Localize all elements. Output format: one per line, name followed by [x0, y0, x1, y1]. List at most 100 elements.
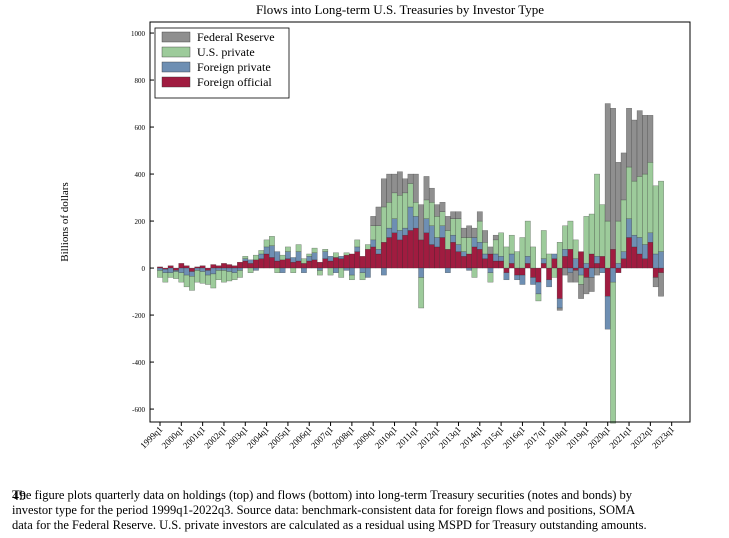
bar-segment	[375, 206, 382, 226]
bar-segment	[396, 230, 403, 241]
bar-segment	[487, 267, 494, 273]
bar-segment	[274, 251, 281, 262]
bar-segment	[333, 267, 339, 273]
x-tick-label: 2016q1	[501, 424, 527, 450]
bar-segment	[588, 267, 595, 278]
bar-segment	[540, 258, 547, 264]
x-tick-label: 2017q1	[522, 424, 548, 450]
bar-segment	[492, 260, 499, 269]
bar-segment	[386, 237, 393, 269]
bar-segment	[594, 263, 600, 269]
bar-segment	[428, 187, 435, 203]
bar-segment	[604, 296, 611, 330]
bar-segment	[226, 264, 233, 269]
bar-segment	[487, 253, 494, 269]
bar-segment	[594, 267, 600, 276]
bar-segment	[540, 263, 547, 269]
bar-segment	[482, 242, 488, 255]
bar-segment	[402, 192, 409, 229]
x-tick-label: 2015q1	[479, 424, 505, 450]
bar-segment	[444, 230, 451, 250]
bar-segment	[620, 258, 627, 269]
bar-segment	[237, 270, 243, 278]
bar-segment	[199, 271, 206, 284]
bar-segment	[221, 267, 227, 271]
bar-segment	[226, 267, 233, 272]
bar-segment	[620, 251, 627, 259]
x-tick-label: 2018q1	[543, 424, 569, 450]
bar-segment	[508, 263, 515, 269]
bar-segment	[434, 216, 441, 238]
bar-segment	[503, 272, 510, 281]
bar-segment	[391, 218, 398, 234]
bar-segment	[642, 115, 648, 175]
bar-segment	[498, 232, 504, 257]
bar-segment	[370, 239, 377, 248]
bar-segment	[247, 267, 254, 273]
bar-segment	[647, 115, 654, 163]
x-tick-label: 2019q1	[565, 424, 591, 450]
bar-segment	[572, 239, 579, 259]
bar-segment	[301, 267, 307, 273]
y-tick-label: -400	[132, 359, 145, 367]
bar-segment	[269, 236, 275, 246]
page-number: 49	[12, 489, 26, 504]
bar-segment	[604, 220, 611, 269]
bar-segment	[205, 274, 211, 285]
x-tick-label: 2001q1	[181, 424, 207, 450]
bar-segment	[375, 249, 382, 255]
bar-segment	[508, 253, 515, 264]
bar-segment	[274, 267, 281, 273]
bar-segment	[317, 261, 323, 269]
bar-segment	[380, 206, 387, 243]
bar-segment	[167, 272, 174, 278]
bar-segment	[242, 258, 249, 262]
bar-segment	[567, 267, 574, 273]
bar-segment	[386, 173, 393, 203]
bar-segment	[365, 249, 371, 269]
bar-segment	[258, 258, 265, 269]
bar-segment	[434, 237, 441, 248]
bar-segment	[279, 254, 286, 261]
bar-segment	[178, 267, 185, 273]
bar-segment	[439, 237, 446, 269]
bar-segment	[423, 232, 430, 269]
bar-segment	[231, 272, 238, 281]
bar-segment	[210, 267, 217, 275]
bar-segment	[301, 258, 307, 264]
bar-segment	[423, 199, 430, 219]
x-tick-label: 2006q1	[287, 424, 313, 450]
bar-segment	[615, 267, 622, 273]
bar-segment	[407, 230, 414, 269]
bar-segment	[263, 239, 270, 248]
bar-segment	[583, 263, 590, 269]
bar-segment	[306, 260, 313, 269]
bar-segment	[658, 272, 664, 297]
bar-segment	[530, 267, 536, 278]
bar-segment	[460, 251, 467, 257]
x-tick-label: 2012q1	[415, 424, 441, 450]
bar-segment	[487, 272, 494, 283]
bar-segment	[599, 204, 606, 257]
bar-segment	[263, 246, 270, 255]
bar-segment	[370, 246, 377, 269]
bar-segment	[199, 267, 206, 272]
bar-segment	[567, 272, 574, 283]
bar-segment	[354, 246, 361, 252]
bar-segment	[455, 211, 462, 219]
bar-segment	[508, 234, 515, 255]
x-tick-label: 2003q1	[224, 424, 250, 450]
bar-segment	[492, 234, 499, 241]
bar-segment	[626, 166, 632, 219]
x-tick-label: 2000q1	[160, 424, 186, 450]
bar-segment	[178, 272, 185, 283]
bar-segment	[306, 256, 313, 262]
bar-segment	[269, 257, 275, 269]
bar-segment	[215, 270, 222, 281]
bar-segment	[189, 267, 195, 272]
bar-segment	[636, 110, 643, 177]
bar-segment	[588, 277, 595, 292]
bar-segment	[615, 162, 622, 222]
legend-swatch	[161, 61, 191, 73]
bar-segment	[588, 253, 595, 269]
